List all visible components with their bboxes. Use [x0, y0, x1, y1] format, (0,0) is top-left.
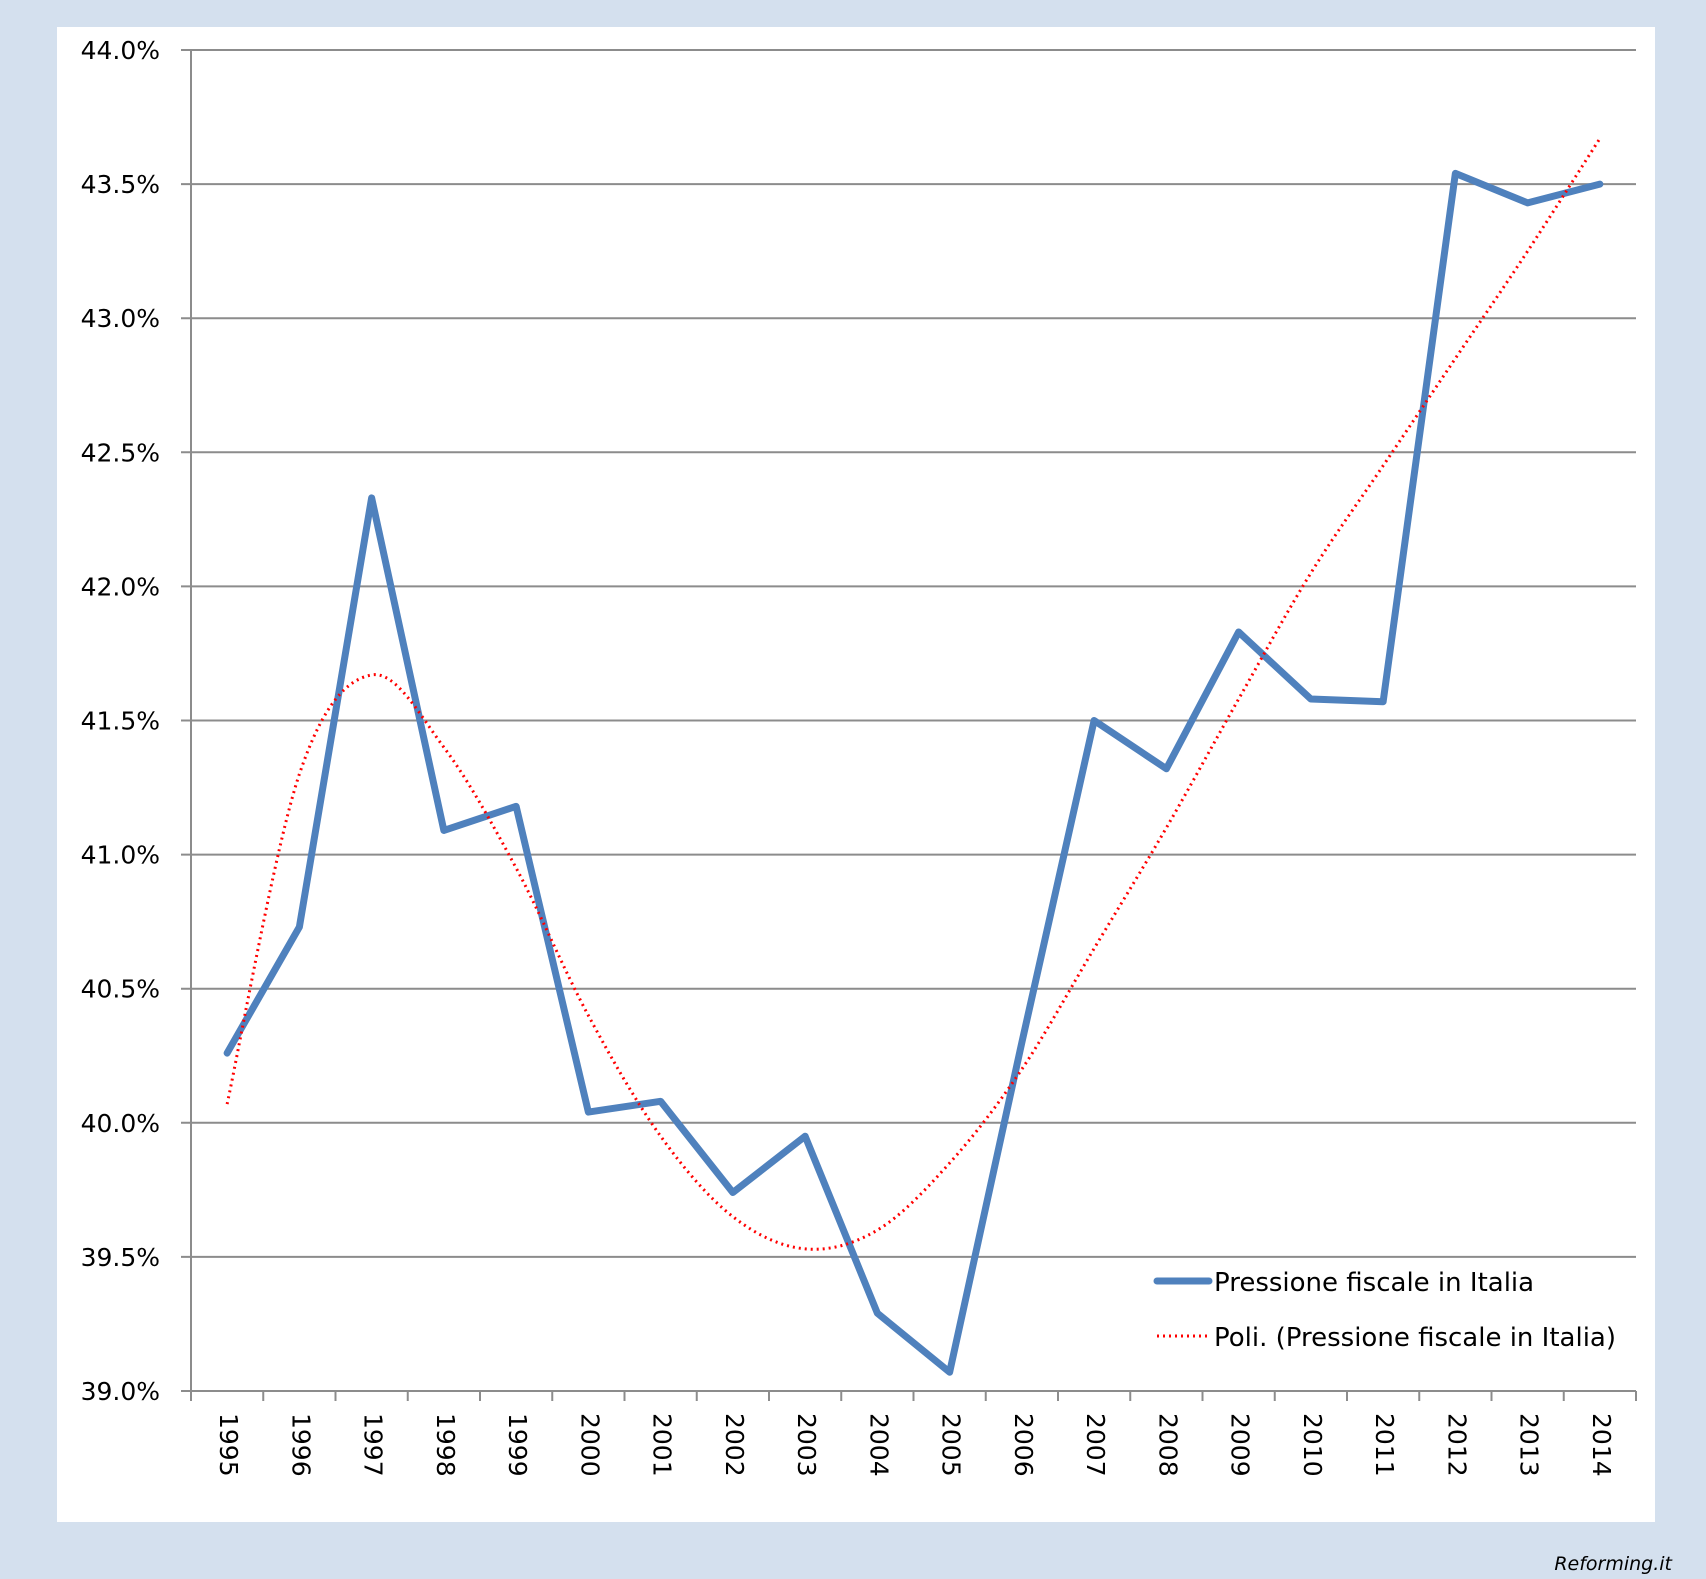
legend-label-trend: Poli. (Pressione fiscale in Italia)	[1214, 1323, 1616, 1353]
x-tick-label: 1997	[359, 1413, 388, 1477]
y-tick-label: 41.0%	[81, 841, 160, 870]
y-tick-label: 40.0%	[81, 1109, 160, 1138]
x-tick-label: 1996	[286, 1413, 315, 1477]
x-tick-label: 2010	[1298, 1413, 1327, 1477]
y-tick-label: 42.0%	[81, 572, 160, 601]
x-tick-label: 1995	[214, 1413, 243, 1477]
x-tick-label: 2001	[648, 1413, 677, 1477]
x-tick-label: 2014	[1587, 1413, 1616, 1477]
x-tick-label: 2011	[1370, 1413, 1399, 1477]
y-tick-label: 41.5%	[81, 707, 160, 736]
y-tick-label: 39.0%	[81, 1377, 160, 1406]
x-tick-label: 2000	[575, 1413, 604, 1477]
x-tick-label: 2004	[864, 1413, 893, 1477]
x-tick-label: 2008	[1153, 1413, 1182, 1477]
legend-label-actual: Pressione fiscale in Italia	[1214, 1268, 1534, 1298]
x-tick-label: 2012	[1442, 1413, 1471, 1477]
x-tick-label: 2002	[720, 1413, 749, 1477]
credit-label: Reforming.it	[1554, 1553, 1673, 1575]
legend: Pressione fiscale in Italia Poli. (Press…	[1153, 1268, 1616, 1353]
series-line-trend	[225, 137, 1602, 1251]
y-tick-label: 43.0%	[81, 304, 160, 333]
y-tick-label: 40.5%	[81, 975, 160, 1004]
y-tick-label: 42.5%	[81, 438, 160, 467]
y-tick-label: 44.0%	[81, 36, 160, 65]
x-tick-label: 1999	[503, 1413, 532, 1477]
x-tick-label: 2007	[1081, 1413, 1110, 1477]
x-tick-label: 2003	[792, 1413, 821, 1477]
y-tick-label: 43.5%	[81, 170, 160, 199]
y-tick-label: 39.5%	[81, 1243, 160, 1272]
series-line-actual	[223, 169, 1604, 1376]
x-tick-label: 2006	[1009, 1413, 1038, 1477]
x-tick-label: 2009	[1226, 1413, 1255, 1477]
x-tick-label: 1998	[431, 1413, 460, 1477]
x-tick-label: 2005	[937, 1413, 966, 1477]
x-tick-label: 2013	[1515, 1413, 1544, 1477]
